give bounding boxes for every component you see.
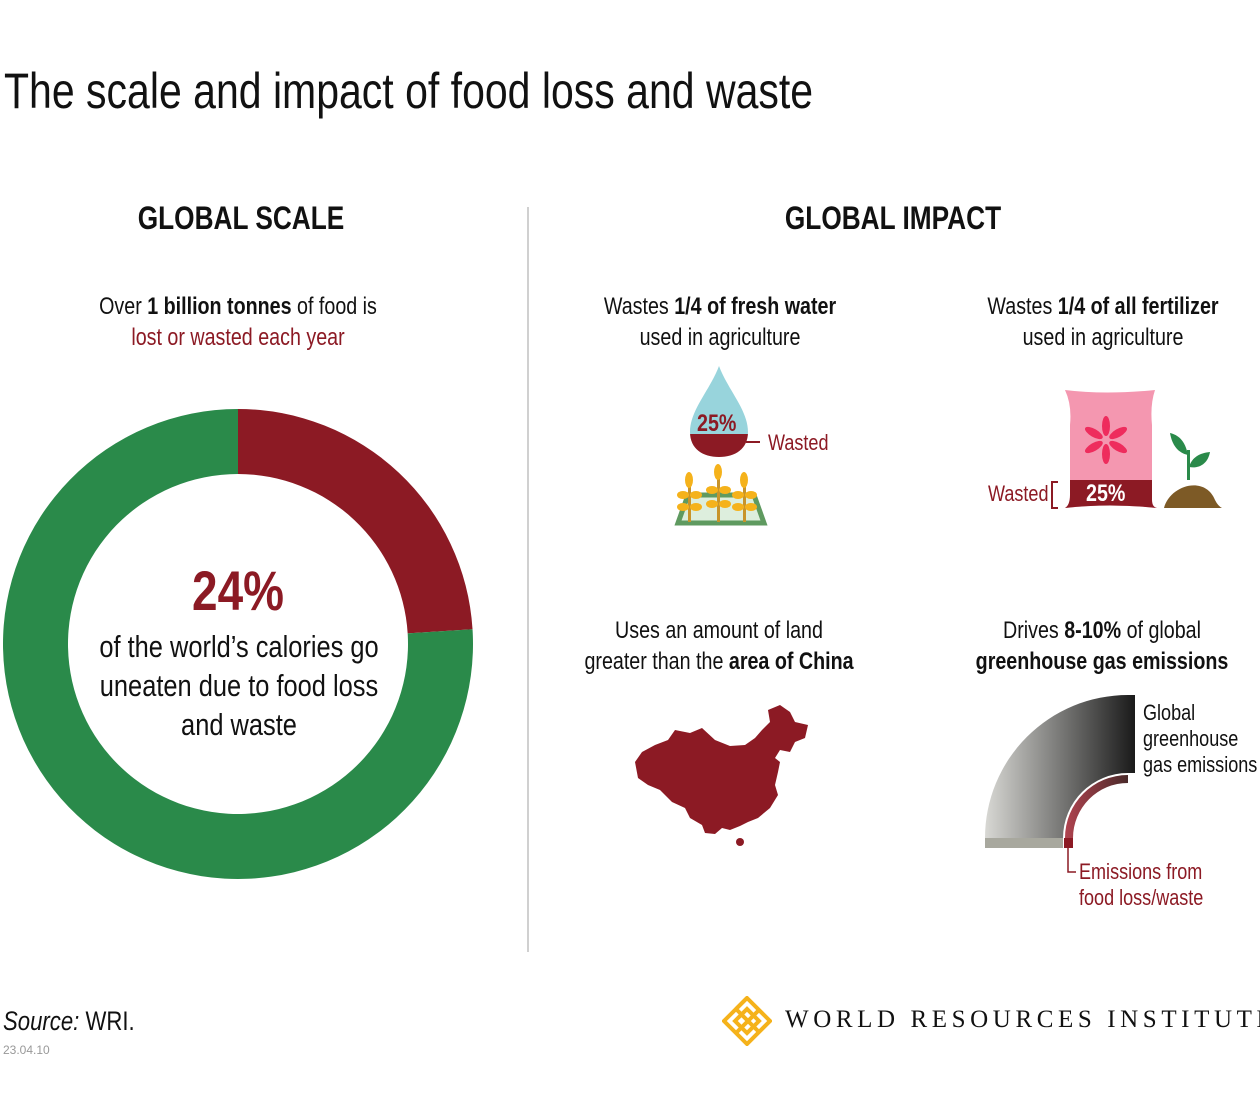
land-caption: Uses an amount of land greater than the … <box>584 615 853 677</box>
source-note: Source: WRI. <box>3 1006 135 1037</box>
global-emissions-label: Global greenhouse gas emissions <box>1143 700 1257 778</box>
label-line3: gas emissions <box>1143 752 1258 777</box>
donut-chart <box>3 409 473 879</box>
wri-logo-text: WORLD RESOURCES INSTITUTE <box>785 1006 1260 1033</box>
caption-bold: 1 billion tonnes <box>147 293 292 320</box>
emissions-bold2: greenhouse gas emissions <box>975 648 1229 675</box>
emissions-post: of global <box>1121 617 1201 644</box>
water-pre: Wastes <box>603 293 675 320</box>
land-bold: area of China <box>728 648 854 675</box>
caption-pre: Over <box>99 293 148 320</box>
fertilizer-pre: Wastes <box>987 293 1058 320</box>
global-scale-heading: GLOBAL SCALE <box>137 200 345 236</box>
desc-line3: and waste <box>181 707 297 742</box>
donut-slice-lost-or-wasted <box>238 409 473 634</box>
desc-line1: of the world’s calories go <box>99 629 379 664</box>
donut-percent: 24% <box>192 559 284 622</box>
water-drop-icon <box>674 366 768 526</box>
emissions-pre: Drives <box>1003 617 1065 644</box>
china-map-icon <box>635 705 808 846</box>
donut-description: of the world’s calories go uneaten due t… <box>99 627 378 744</box>
fertilizer-bag-icon <box>1065 390 1222 508</box>
label-line2: food loss/waste <box>1079 885 1204 910</box>
fertilizer-line2: used in agriculture <box>1022 324 1184 351</box>
emissions-caption: Drives 8-10% of global greenhouse gas em… <box>976 615 1229 677</box>
wheat-field-icon <box>674 464 768 526</box>
global-impact-heading: GLOBAL IMPACT <box>784 200 1002 236</box>
sprout-icon <box>1164 433 1222 508</box>
fertilizer-bold: 1/4 of all fertilizer <box>1057 293 1219 320</box>
water-wasted-label: Wasted <box>768 430 829 455</box>
emissions-arc-icon <box>985 695 1135 873</box>
land-pre: greater than the <box>584 648 729 675</box>
label-line2: greenhouse <box>1143 726 1239 751</box>
caption-post: of food is <box>291 293 377 320</box>
divider <box>527 207 529 952</box>
page-title: The scale and impact of food loss and wa… <box>4 63 814 119</box>
water-caption: Wastes 1/4 of fresh water used in agricu… <box>604 291 836 353</box>
food-emissions-label: Emissions from food loss/waste <box>1079 859 1203 911</box>
emissions-bold1: 8-10% <box>1064 617 1122 644</box>
date-stamp: 23.04.10 <box>3 1043 50 1057</box>
water-line2: used in agriculture <box>639 324 801 351</box>
bracket-icon <box>1051 481 1058 509</box>
fertilizer-wasted-label: Wasted <box>988 481 1049 506</box>
source-label: Source: <box>3 1006 80 1036</box>
source-value: WRI. <box>79 1006 135 1036</box>
fertilizer-caption: Wastes 1/4 of all fertilizer used in agr… <box>987 291 1218 353</box>
fertilizer-percent: 25% <box>1086 480 1126 507</box>
label-line1: Global <box>1143 700 1196 725</box>
water-bold: 1/4 of fresh water <box>674 293 837 320</box>
wri-logo-icon <box>722 996 772 1046</box>
label-line1: Emissions from <box>1079 859 1203 884</box>
water-percent: 25% <box>697 410 737 437</box>
global-scale-caption: Over 1 billion tonnes of food is lost or… <box>99 291 377 353</box>
caption-line2: lost or wasted each year <box>131 324 345 351</box>
land-line1: Uses an amount of land <box>615 617 823 644</box>
desc-line2: uneaten due to food loss <box>99 668 379 703</box>
